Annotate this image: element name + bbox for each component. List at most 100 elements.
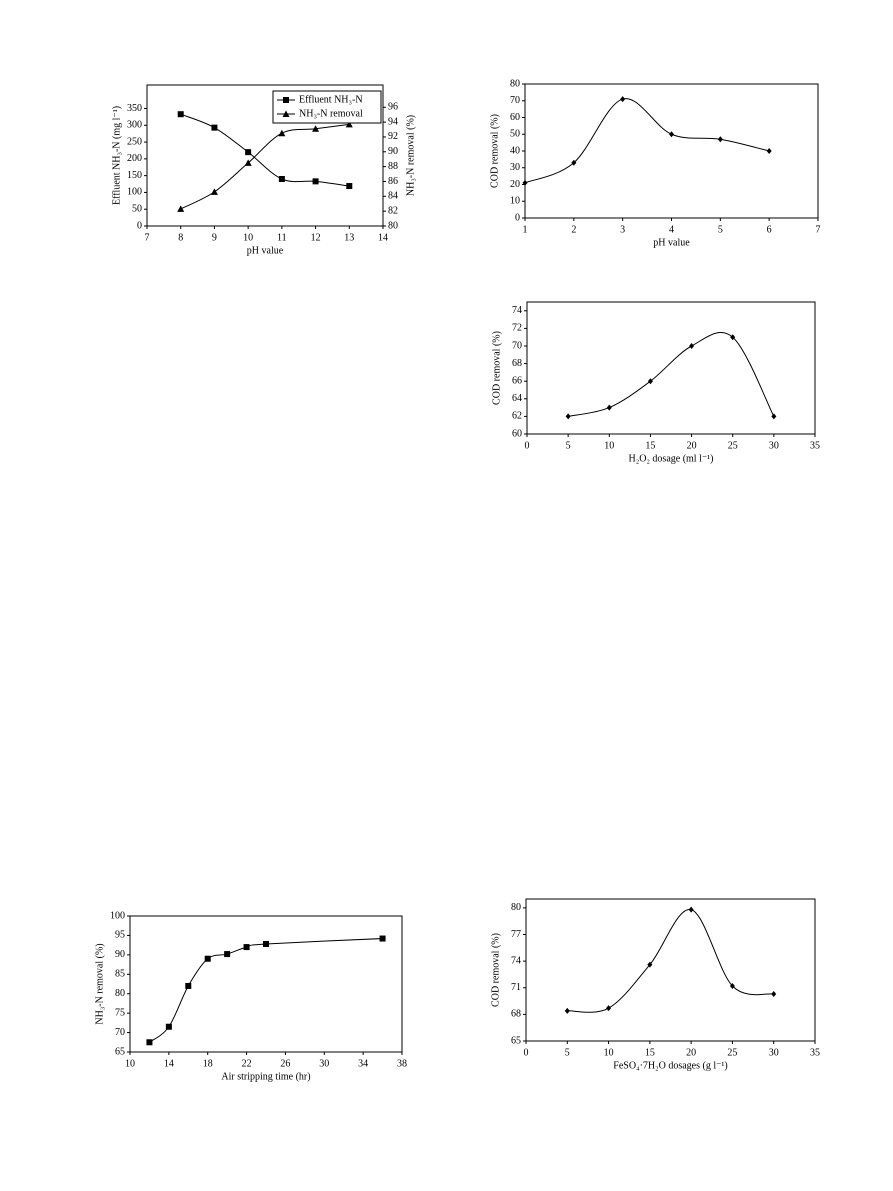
x-tick-label: 25	[728, 440, 738, 451]
y-axis-title: NH₃-N removal (%)	[94, 943, 105, 1024]
y-tick-label: 80	[510, 78, 520, 89]
plot-frame	[524, 83, 819, 219]
x-tick-label: 13	[344, 232, 354, 243]
marker	[346, 183, 353, 190]
x-tick-label: 3	[620, 224, 625, 235]
y-axis-title: COD removal (%)	[491, 331, 502, 405]
marker	[522, 179, 528, 186]
x-tick-label: 5	[566, 440, 571, 451]
marker	[729, 982, 735, 989]
y-tick-label: 80	[115, 988, 125, 999]
y-tick-label: 85	[115, 969, 125, 980]
marker	[177, 111, 184, 118]
y-tick-label: 10	[510, 196, 520, 207]
x-tick-label: 15	[645, 440, 655, 451]
x-axis-title: FeSO₄·7H₂O dosages (g l⁻¹)	[613, 1060, 727, 1071]
y-tick-label: 250	[127, 136, 142, 147]
y-tick-label: 68	[512, 358, 522, 369]
y-tick-label: 74	[511, 955, 521, 966]
y2-tick-label: 94	[388, 116, 398, 127]
x-tick-label: 7	[145, 232, 150, 243]
y-tick-label: 65	[115, 1046, 125, 1057]
y-tick-label: 40	[510, 145, 520, 156]
y2-tick-label: 84	[388, 191, 398, 202]
x-tick-label: 35	[810, 440, 820, 451]
y-tick-label: 70	[510, 95, 520, 106]
series-line	[567, 909, 774, 1013]
x-axis-title: Air stripping time (hr)	[221, 1071, 310, 1082]
marker	[245, 149, 252, 156]
x-tick-label: 35	[810, 1047, 820, 1058]
y-tick-label: 68	[511, 1009, 521, 1020]
x-tick-label: 30	[319, 1058, 329, 1069]
marker	[730, 334, 736, 341]
y-tick-label: 77	[511, 929, 521, 940]
marker	[606, 404, 612, 411]
marker	[771, 990, 777, 997]
y-axis-title: COD removal (%)	[490, 933, 501, 1007]
marker	[564, 1007, 570, 1014]
y-tick-label: 74	[512, 305, 522, 316]
y-tick-label: 60	[512, 428, 522, 439]
x-tick-label: 20	[687, 440, 697, 451]
x-tick-label: 0	[524, 1047, 529, 1058]
x-tick-label: 6	[767, 224, 772, 235]
y2-tick-label: 88	[388, 161, 398, 172]
y-tick-label: 70	[115, 1027, 125, 1038]
marker	[689, 343, 695, 349]
y-tick-label: 0	[515, 212, 520, 223]
y-tick-label: 75	[115, 1007, 125, 1018]
y-tick-label: 72	[512, 323, 522, 334]
x-tick-label: 14	[378, 232, 388, 243]
marker	[210, 188, 218, 195]
x-tick-label: 4	[669, 224, 674, 235]
y2-tick-label: 90	[388, 146, 398, 157]
marker	[647, 961, 653, 968]
y-tick-label: 50	[132, 204, 142, 215]
marker	[278, 176, 285, 182]
marker	[177, 205, 185, 212]
marker	[345, 120, 353, 128]
y-tick-label: 62	[512, 411, 522, 422]
marker	[211, 124, 218, 131]
x-tick-label: 12	[311, 232, 321, 243]
legend-box	[272, 90, 382, 124]
marker	[606, 1005, 612, 1012]
y-axis-title: COD removal (%)	[489, 114, 500, 188]
x-tick-label: 15	[645, 1047, 655, 1058]
x-tick-label: 30	[769, 440, 779, 451]
x-axis-title: H₂O₂ dosage (ml l⁻¹)	[629, 453, 714, 464]
marker	[146, 1039, 153, 1046]
x-tick-label: 34	[358, 1058, 368, 1069]
y2-tick-label: 92	[388, 131, 398, 142]
plot-frame	[526, 301, 816, 435]
x-tick-label: 10	[125, 1058, 135, 1069]
y-tick-label: 100	[110, 910, 125, 921]
marker	[379, 935, 386, 942]
marker	[312, 125, 320, 132]
x-tick-label: 5	[718, 224, 723, 235]
y-tick-label: 65	[511, 1035, 521, 1046]
y-tick-label: 95	[115, 930, 125, 941]
plot-frame	[129, 915, 403, 1053]
legend-label: Effluent NH₃-N	[299, 94, 363, 105]
chart: 0 5 10 15 20 25 30 35 60 62 64 66 68 70 72 74 H₂O₂ dosag…	[491, 301, 820, 464]
marker	[243, 944, 250, 951]
y-tick-label: 80	[511, 902, 521, 913]
chart: 0 5 10 15 20 25 30 35 65 68 71 74 77 80 FeSO₄·7H₂O dos…	[490, 898, 820, 1071]
x-tick-label: 20	[686, 1047, 696, 1058]
marker	[263, 940, 269, 947]
x-tick-label: 9	[212, 232, 217, 243]
marker	[565, 413, 571, 420]
y-tick-label: 70	[512, 340, 522, 351]
x-tick-label: 10	[243, 232, 253, 243]
marker	[185, 982, 192, 989]
legend-label: NH₃-N removal	[299, 108, 363, 119]
y-tick-label: 200	[127, 153, 142, 164]
marker	[312, 178, 319, 185]
y2-axis-title: NH₃-N removal (%)	[405, 115, 416, 196]
plot-frame	[525, 898, 816, 1042]
series-line	[180, 113, 350, 187]
